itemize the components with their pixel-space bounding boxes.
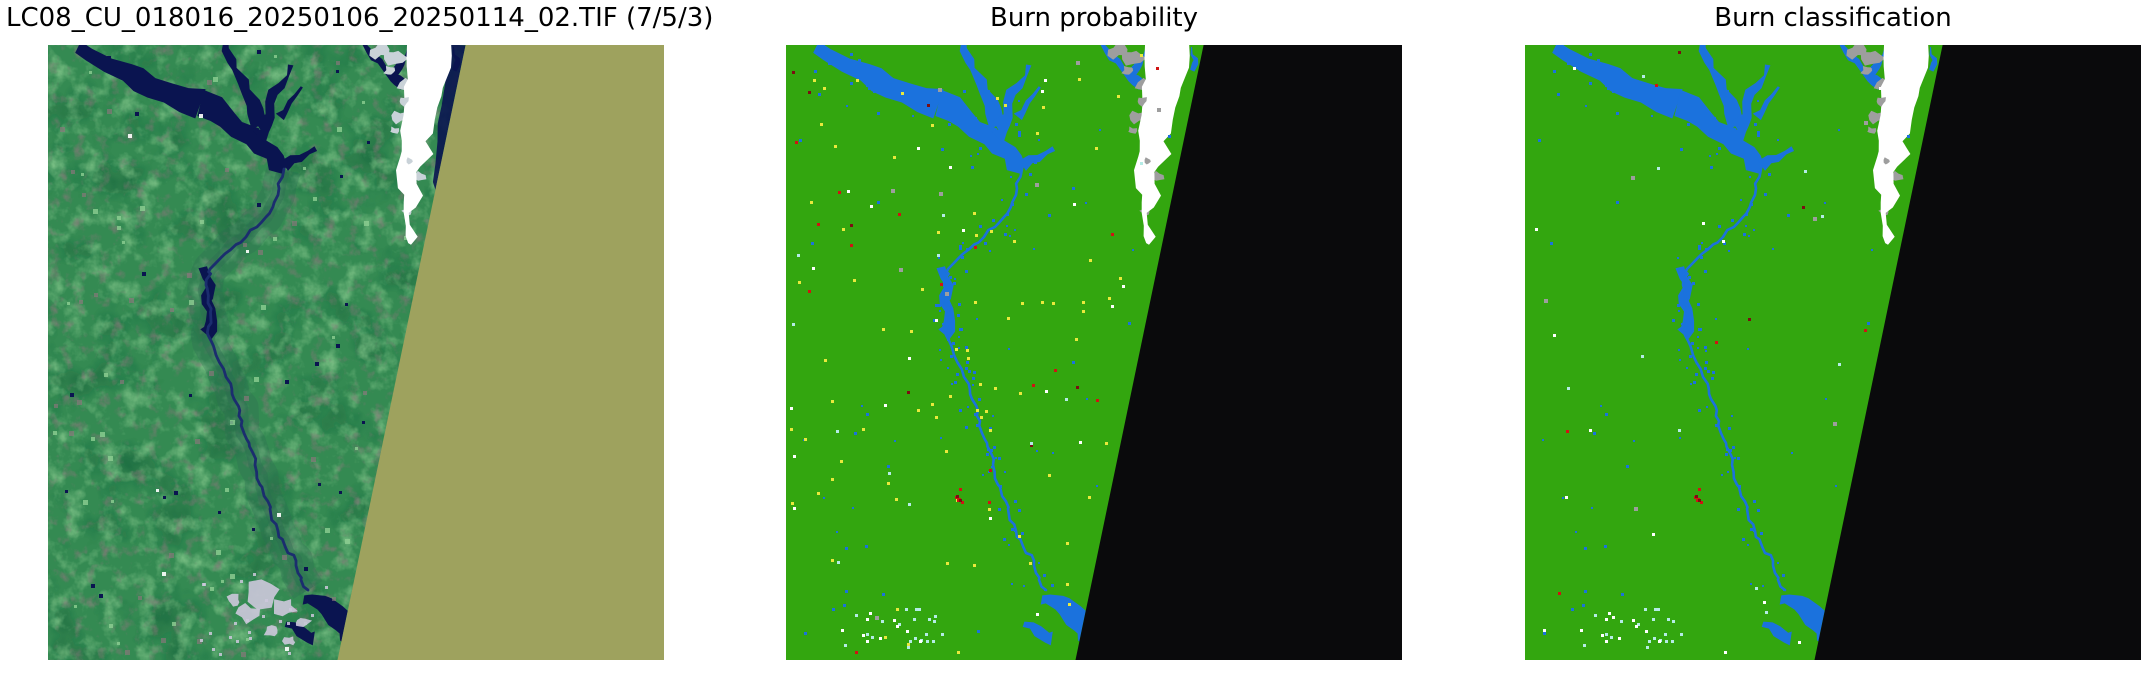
pixel-dots <box>790 48 1171 654</box>
probability-offscene-wedge <box>1075 45 1402 660</box>
water-river <box>942 167 1048 592</box>
snow-band <box>369 45 452 245</box>
classification-offscene-wedge <box>1814 45 2141 660</box>
snow-band <box>1107 45 1190 245</box>
navy-river <box>204 167 310 592</box>
edge-water-strip <box>432 45 466 197</box>
panel-scene-raster <box>48 45 664 660</box>
panel-probability-raster <box>786 45 1402 660</box>
terrain-speckles <box>53 50 438 657</box>
classification-scene-layer <box>1535 45 1938 660</box>
panel-title-scene: LC08_CU_018016_20250106_20250114_02.TIF … <box>6 3 714 33</box>
water-river <box>1681 167 1787 592</box>
scene-layer <box>48 45 466 660</box>
water-lake <box>1552 45 1938 660</box>
city-patch <box>200 573 328 656</box>
classification-image <box>1525 45 2141 660</box>
panel-classification-raster <box>1525 45 2141 660</box>
scene-image <box>48 45 664 660</box>
panel-title-burn-classification: Burn classification <box>1714 3 1952 33</box>
pixel-dots <box>1535 48 1910 654</box>
probability-image <box>786 45 1402 660</box>
panel-title-burn-probability: Burn probability <box>989 3 1198 33</box>
scene-offscene-wedge <box>337 45 664 660</box>
snow-band <box>1846 45 1929 245</box>
